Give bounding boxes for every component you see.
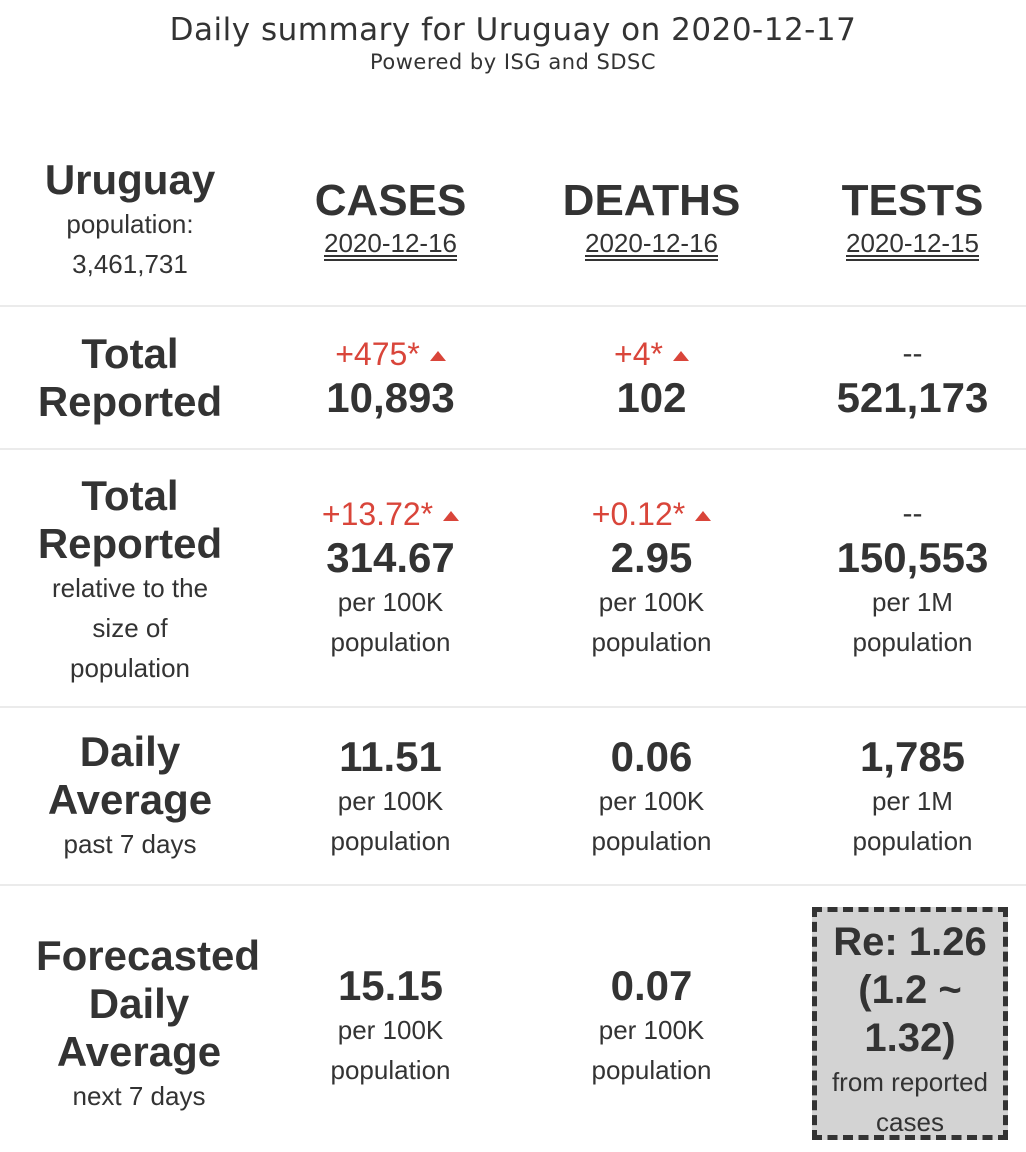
row-subtitle-line: next 7 days (72, 1081, 206, 1111)
total-cases-value: 10,893 (326, 374, 455, 421)
relative-tests-cell: -- 150,553 per 1M population (782, 494, 1026, 662)
unit-line: population (591, 826, 712, 856)
country-name: Uruguay (44, 156, 216, 203)
row-title-line: Forecasted (35, 932, 261, 979)
row-daily-average-title: Daily Average past 7 days (0, 728, 260, 864)
row-divider (0, 305, 1026, 307)
unit-line: population (591, 627, 712, 657)
column-tests-label: TESTS (841, 176, 984, 225)
total-deaths-value: 102 (616, 374, 687, 421)
relative-cases-cell: +13.72* 314.67 per 100K population (260, 494, 521, 662)
relative-deaths-cell: +0.12* 2.95 per 100K population (521, 494, 782, 662)
daily-tests-cell: 1,785 per 1M population (782, 733, 1026, 861)
unit-line: population (330, 826, 451, 856)
unit-line: population (330, 1055, 451, 1085)
delta-text: +0.12* (591, 496, 686, 532)
column-cases-date[interactable]: 2020-12-16 (324, 228, 457, 258)
unit-line: population (852, 627, 973, 657)
forecast-cases-cell: 15.15 per 100K population (260, 962, 521, 1090)
row-subtitle-line: past 7 days (63, 829, 197, 859)
page-header: Daily summary for Uruguay on 2020-12-17 … (0, 0, 1026, 76)
row-divider (0, 706, 1026, 708)
unit-line: per 100K (337, 1015, 444, 1045)
unit-line: per 100K (598, 1015, 705, 1045)
total-cases-cell: +475* 10,893 (260, 334, 521, 422)
total-tests-delta: -- (902, 337, 923, 370)
forecast-deaths-cell: 0.07 per 100K population (521, 962, 782, 1090)
daily-deaths-value: 0.06 (610, 733, 693, 780)
relative-cases-value: 314.67 (326, 534, 455, 581)
re-value-line: Re: 1.26 (833, 920, 987, 964)
delta-text: +475* (335, 336, 420, 372)
row-title-line: Daily (88, 980, 190, 1027)
row-title-line: Reported (37, 520, 223, 567)
row-subtitle-line: size of (92, 613, 168, 643)
re-source-line: cases (876, 1107, 944, 1137)
total-deaths-cell: +4* 102 (521, 334, 782, 422)
row-title-line: Daily (79, 728, 181, 775)
row-title-line: Average (47, 776, 213, 823)
delta-text: +13.72* (321, 496, 434, 532)
daily-tests-value: 1,785 (859, 733, 966, 780)
unit-line: population (591, 1055, 712, 1085)
relative-tests-delta: -- (902, 497, 923, 530)
population-label: population: (66, 209, 194, 239)
row-subtitle-line: relative to the (51, 573, 209, 603)
increase-triangle-icon (695, 511, 712, 521)
daily-deaths-cell: 0.06 per 100K population (521, 733, 782, 861)
row-title-line: Total (81, 472, 179, 519)
row-divider (0, 448, 1026, 450)
re-source-line: from reported (831, 1067, 989, 1097)
column-deaths: DEATHS 2020-12-16 (521, 176, 782, 260)
re-range-line: (1.2 ~ (858, 968, 962, 1012)
column-tests: TESTS 2020-12-15 (782, 176, 1026, 260)
increase-triangle-icon (672, 351, 689, 361)
daily-cases-value: 11.51 (339, 733, 442, 780)
unit-line: per 100K (598, 786, 705, 816)
column-tests-date[interactable]: 2020-12-15 (846, 228, 979, 258)
forecast-deaths-value: 0.07 (610, 962, 693, 1009)
row-title-line: Reported (37, 378, 223, 425)
column-deaths-date[interactable]: 2020-12-16 (585, 228, 718, 258)
row-subtitle-line: population (70, 653, 190, 683)
unit-line: per 100K (337, 786, 444, 816)
increase-triangle-icon (429, 351, 446, 361)
country-cell: Uruguay population: 3,461,731 (0, 156, 260, 284)
unit-line: per 1M (872, 786, 953, 816)
total-tests-cell: -- 521,173 (782, 334, 1026, 422)
column-cases-label: CASES (314, 176, 467, 225)
unit-line: per 1M (872, 587, 953, 617)
re-estimate-box: Re: 1.26 (1.2 ~ 1.32) from reported case… (812, 907, 1008, 1140)
row-title-line: Average (56, 1028, 222, 1075)
daily-cases-cell: 11.51 per 100K population (260, 733, 521, 861)
re-range-line: 1.32) (864, 1016, 956, 1060)
relative-cases-delta: +13.72* (260, 494, 521, 534)
row-forecast-title: Forecasted Daily Average next 7 days (18, 932, 278, 1116)
unit-line: per 100K (598, 587, 705, 617)
total-deaths-delta: +4* (521, 334, 782, 374)
relative-deaths-value: 2.95 (610, 534, 693, 581)
increase-triangle-icon (443, 511, 460, 521)
unit-line: per 100K (337, 587, 444, 617)
unit-line: population (852, 826, 973, 856)
relative-tests-value: 150,553 (836, 534, 989, 581)
unit-line: population (330, 627, 451, 657)
column-deaths-label: DEATHS (562, 176, 741, 225)
population-value: 3,461,731 (72, 249, 188, 279)
row-title-line: Total (81, 330, 179, 377)
forecast-cases-value: 15.15 (337, 962, 444, 1009)
row-total-reported-title: Total Reported (0, 330, 260, 426)
total-tests-value: 521,173 (836, 374, 989, 421)
total-cases-delta: +475* (260, 334, 521, 374)
row-relative-title: Total Reported relative to the size of p… (0, 472, 260, 688)
page-subtitle: Powered by ISG and SDSC (369, 50, 657, 74)
column-cases: CASES 2020-12-16 (260, 176, 521, 260)
page-title: Daily summary for Uruguay on 2020-12-17 (169, 12, 857, 48)
row-divider (0, 884, 1026, 886)
relative-deaths-delta: +0.12* (521, 494, 782, 534)
delta-text: +4* (614, 336, 663, 372)
